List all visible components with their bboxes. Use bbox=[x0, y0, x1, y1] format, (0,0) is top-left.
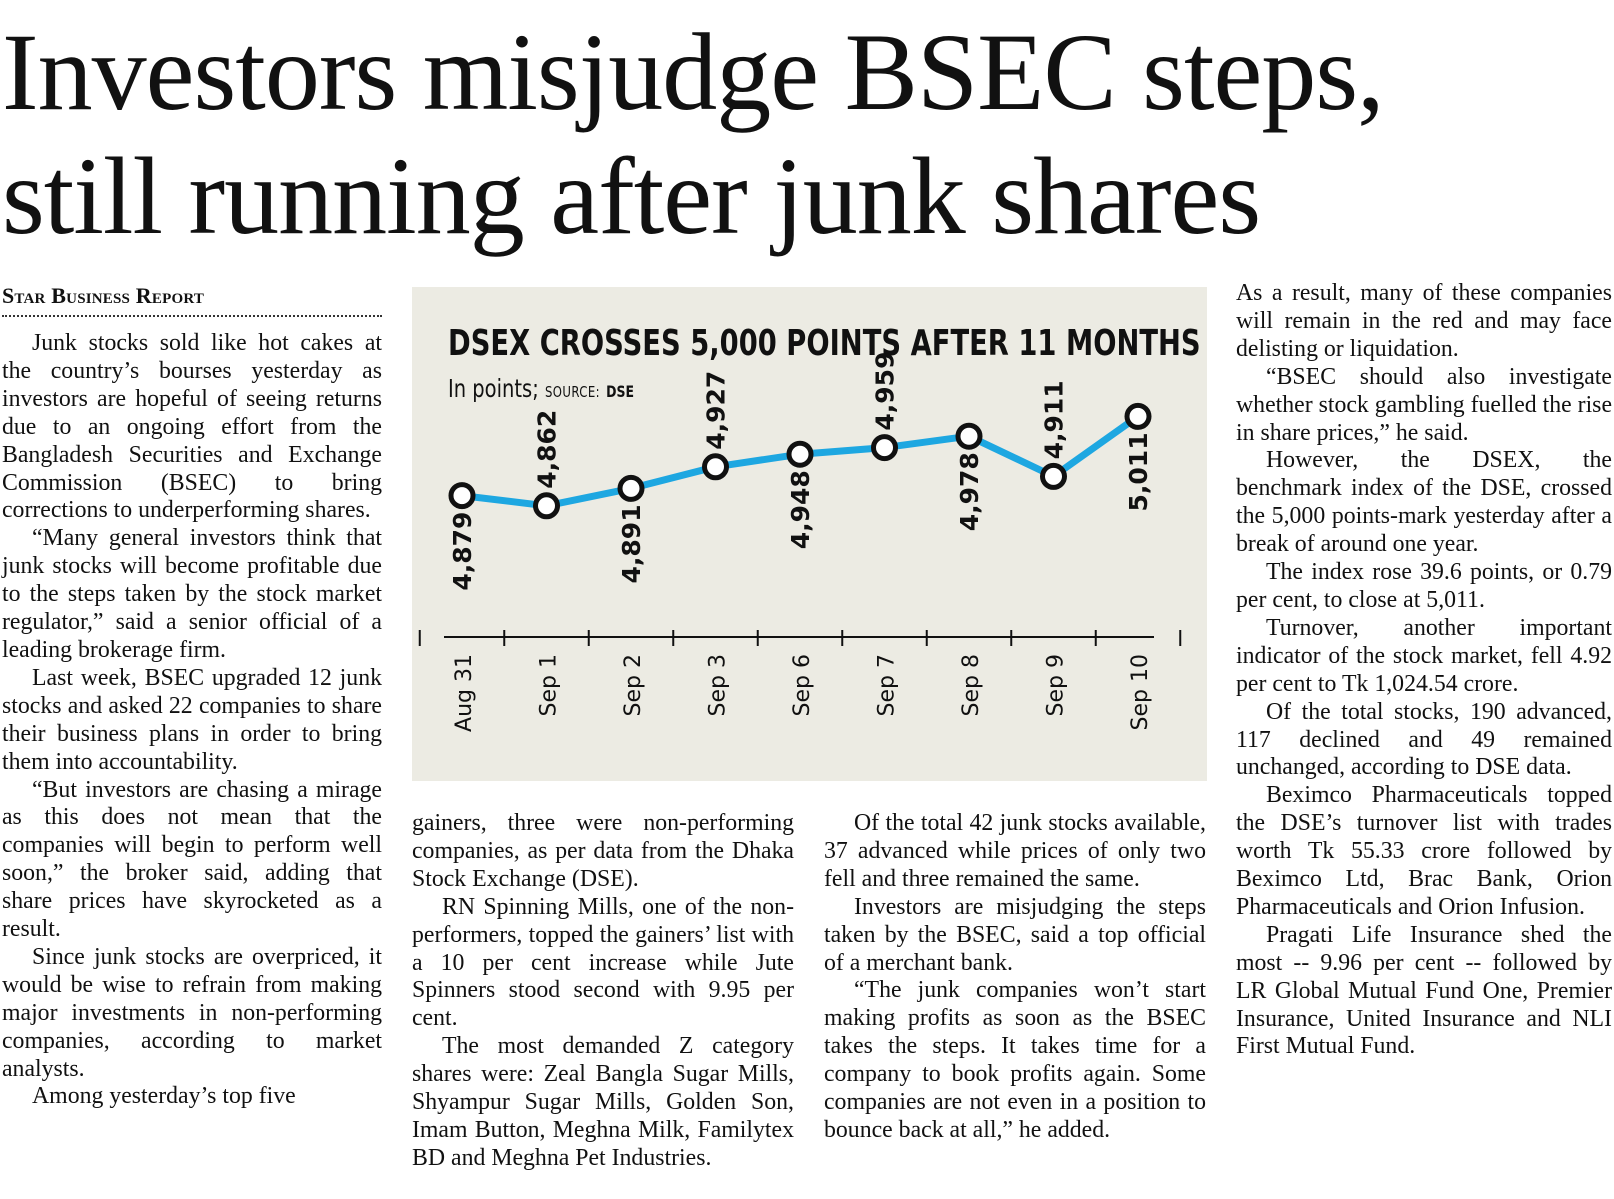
data-point bbox=[786, 440, 814, 468]
data-point bbox=[955, 422, 983, 450]
chart-source-label: SOURCE: bbox=[544, 383, 600, 401]
data-point bbox=[533, 492, 560, 520]
x-tick-label: Sep 3 bbox=[706, 654, 731, 716]
paragraph: “The junk companies won’t start making p… bbox=[824, 977, 1206, 1143]
paragraph: gainers, three were non-performing compa… bbox=[412, 810, 794, 892]
data-point bbox=[702, 453, 729, 481]
paragraph: As a result, many of these companies wil… bbox=[1236, 280, 1612, 362]
byline: Star Business Report bbox=[2, 283, 205, 308]
article-column-3: Of the total 42 junk stocks available, 3… bbox=[824, 810, 1206, 1145]
chart-subtitle: In points; SOURCE: DSE bbox=[448, 374, 634, 403]
dsex-chart: DSEX CROSSES 5,000 POINTS AFTER 11 MONTH… bbox=[412, 287, 1207, 781]
article-column-1: Junk stocks sold like hot cakes at the c… bbox=[2, 330, 382, 1111]
data-point bbox=[1040, 462, 1067, 490]
data-label: 4,879 bbox=[448, 512, 477, 591]
paragraph: “But investors are chasing a mirage as t… bbox=[2, 776, 382, 943]
data-point bbox=[871, 434, 898, 462]
data-label: 4,978 bbox=[955, 452, 984, 531]
paragraph: Pragati Life Insurance shed the most -- … bbox=[1236, 921, 1612, 1060]
paragraph: However, the DSEX, the benchmark index o… bbox=[1236, 447, 1612, 558]
x-tick-label: Sep 1 bbox=[537, 654, 562, 716]
paragraph: Since junk stocks are overpriced, it wou… bbox=[2, 943, 382, 1082]
x-tick-label: Sep 7 bbox=[875, 654, 900, 716]
paragraph: Of the total stocks, 190 advanced, 117 d… bbox=[1236, 698, 1612, 781]
chart-unit-label: In points; bbox=[448, 374, 539, 403]
data-label: 4,948 bbox=[786, 470, 815, 549]
paragraph: “BSEC should also investigate whether st… bbox=[1236, 363, 1613, 446]
data-label: 4,911 bbox=[1040, 380, 1069, 459]
paragraph: Beximco Pharmaceuticals topped the DSE’s… bbox=[1236, 782, 1612, 920]
chart-source: DSE bbox=[606, 382, 635, 401]
data-label: 4,862 bbox=[533, 410, 562, 489]
article-column-4: As a result, many of these companies wil… bbox=[1236, 280, 1612, 1061]
data-label: 4,959 bbox=[871, 352, 900, 431]
paragraph: The most demanded Z category shares were… bbox=[412, 1033, 794, 1171]
x-tick-label: Sep 8 bbox=[959, 654, 984, 716]
headline-line-1: Investors misjudge BSEC steps, bbox=[2, 11, 1385, 133]
x-tick-label: Sep 9 bbox=[1044, 654, 1069, 716]
data-point bbox=[1124, 402, 1152, 430]
data-point bbox=[617, 474, 645, 502]
x-tick-label: Sep 6 bbox=[790, 654, 815, 716]
paragraph: Of the total 42 junk stocks available, 3… bbox=[824, 810, 1206, 892]
data-label: 4,927 bbox=[702, 371, 731, 450]
data-point bbox=[448, 482, 476, 510]
paragraph: Turnover, another important indicator of… bbox=[1236, 614, 1612, 697]
paragraph: RN Spinning Mills, one of the non-perfor… bbox=[412, 893, 794, 1032]
data-label: 4,891 bbox=[617, 504, 646, 583]
headline-line-2: still running after junk shares bbox=[2, 135, 1261, 257]
x-tick-label: Sep 10 bbox=[1128, 654, 1153, 730]
headline: Investors misjudge BSEC steps, still run… bbox=[2, 10, 1602, 258]
x-tick-label: Sep 2 bbox=[621, 654, 646, 716]
chart-plot: 4,879 4,862 4,891 4,927 4,948 4,959 4,978 4,911… bbox=[418, 352, 1182, 732]
article-column-2: gainers, three were non-performing compa… bbox=[412, 810, 794, 1173]
x-tick-label: Aug 31 bbox=[452, 654, 477, 732]
paragraph: Junk stocks sold like hot cakes at the c… bbox=[2, 330, 382, 524]
paragraph: Investors are misjudging the steps taken… bbox=[824, 893, 1206, 976]
paragraph: Last week, BSEC upgraded 12 junk stocks … bbox=[2, 664, 382, 775]
paragraph: Among yesterday’s top five bbox=[32, 1083, 296, 1110]
byline-divider bbox=[2, 315, 382, 317]
paragraph: “Many general investors think that junk … bbox=[2, 525, 382, 663]
data-label: 5,011 bbox=[1124, 432, 1153, 511]
paragraph: The index rose 39.6 points, or 0.79 per … bbox=[1236, 559, 1612, 613]
